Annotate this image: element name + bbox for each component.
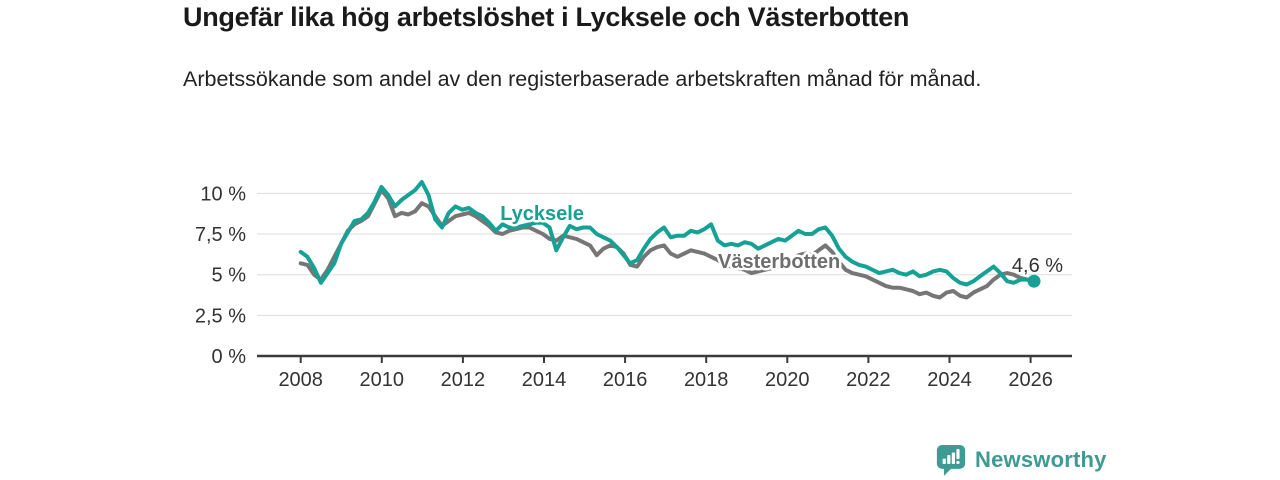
y-axis-label: 5 % [212, 265, 247, 287]
västerbotten-line [298, 188, 1036, 300]
x-axis-label: 2016 [603, 369, 648, 391]
y-axis-label: 7,5 % [195, 224, 246, 246]
page-title: Ungefär lika hög arbetslöshet i Lycksele… [183, 2, 910, 32]
x-axis-label: 2014 [522, 369, 567, 391]
x-axis-label: 2024 [927, 369, 972, 391]
series-label: Lycksele [500, 203, 584, 225]
x-axis-label: 2022 [846, 369, 891, 391]
newsworthy-logo[interactable]: Newsworthy [936, 444, 1107, 476]
y-axis-label: 0 % [212, 346, 247, 368]
lycksele-line [298, 180, 1036, 287]
y-axis-label: 10 % [200, 183, 246, 205]
x-axis-label: 2012 [441, 369, 486, 391]
x-axis-label: 2026 [1008, 369, 1053, 391]
lycksele-end-dot [1027, 274, 1041, 288]
newsworthy-wordmark: Newsworthy [975, 447, 1107, 472]
x-axis-label: 2020 [765, 369, 810, 391]
series-label: Västerbotten [718, 251, 840, 273]
chart-subtitle: Arbetssökande som andel av den registerb… [183, 67, 982, 91]
x-axis-label: 2018 [684, 369, 729, 391]
x-axis-label: 2008 [278, 369, 323, 391]
x-axis-label: 2010 [360, 369, 405, 391]
newsworthy-bubble-chart-icon [936, 444, 966, 476]
y-axis-label: 2,5 % [195, 305, 246, 327]
value-annotation: 4,6 % [1012, 255, 1063, 277]
